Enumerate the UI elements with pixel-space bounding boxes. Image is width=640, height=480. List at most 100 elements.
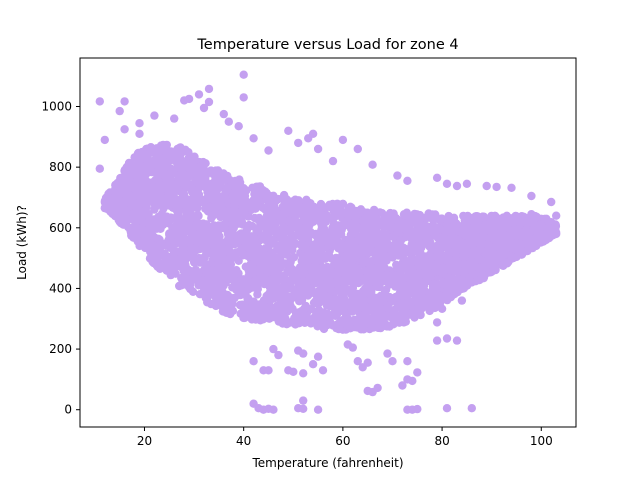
scatter-point [282,237,291,246]
scatter-point [115,106,124,116]
scatter-point [438,279,447,289]
scatter-point [182,176,191,186]
scatter-point [552,229,561,239]
scatter-point [278,216,287,225]
scatter-point [265,295,274,304]
scatter-point [451,234,460,244]
scatter-point [396,235,405,245]
scatter-point [202,220,211,229]
scatter-point [239,70,248,79]
scatter-point [493,240,502,249]
scatter-point [379,215,388,224]
scatter-point [294,346,303,355]
scatter-point [224,233,233,242]
scatter-point [362,213,372,223]
scatter-point [432,336,442,345]
y-tick-label: 0 [64,403,72,417]
scatter-point [135,129,144,138]
x-axis-ticks: 20 40 60 80 100 [137,427,553,448]
scatter-point [150,147,159,156]
scatter-point [135,216,144,225]
scatter-point [154,234,163,243]
scatter-point [232,285,241,295]
scatter-point [329,221,338,230]
scatter-point [492,182,501,192]
scatter-point [442,404,452,413]
scatter-point [184,266,194,275]
y-axis-label: Load (kWh)? [15,205,29,280]
scatter-point [169,183,178,193]
scatter-point [206,299,216,309]
y-tick-label: 400 [49,281,72,295]
scatter-point [448,215,457,224]
scatter-point [413,404,422,414]
scatter-point [368,160,377,169]
scatter-point [259,366,268,375]
scatter-point [300,203,310,212]
scatter-point [120,97,129,106]
scatter-point [299,282,308,292]
scatter-point [398,247,407,257]
scatter-point [356,205,366,214]
scatter-point [390,305,399,314]
scatter-point [440,241,449,251]
scatter-point [239,275,248,284]
scatter-point [338,199,348,209]
scatter-point [404,248,413,257]
scatter-point [323,262,332,272]
scatter-point [171,269,180,278]
scatter-point [277,248,286,257]
scatter-point [223,255,232,264]
scatter-point [101,195,111,204]
scatter-point [170,114,179,123]
scatter-point [403,176,412,185]
scatter-point [250,304,259,313]
scatter-point [365,289,374,298]
scatter-point [131,162,140,171]
scatter-point [211,209,221,218]
scatter-point [362,228,372,237]
scatter-point [547,197,556,207]
scatter-point [392,260,401,269]
scatter-point [256,247,266,256]
scatter-point [130,200,140,209]
scatter-point [369,205,379,215]
y-axis-ticks: 0 200 400 600 800 1000 [41,100,80,417]
scatter-point [356,232,365,242]
scatter-point [311,258,321,267]
scatter-point [239,250,248,259]
scatter-point [358,316,368,325]
scatter-point [388,357,397,366]
scatter-point [401,210,410,220]
scatter-point [278,202,287,211]
scatter-point [351,221,361,230]
scatter-point [461,231,471,240]
scatter-point [435,224,445,234]
scatter-point [262,225,271,234]
scatter-point [375,230,384,239]
scatter-point [270,269,279,279]
scatter-point [167,262,176,271]
scatter-point [306,305,316,314]
scatter-point [267,248,276,258]
scatter-point [467,278,476,287]
scatter-point [169,248,179,258]
scatter-point [294,308,303,317]
scatter-point [303,227,312,236]
scatter-point [378,298,387,307]
scatter-point [133,173,143,182]
scatter-point [141,169,150,178]
scatter-point [437,214,446,223]
scatter-point [142,198,152,207]
scatter-point [498,261,507,270]
scatter-point [219,109,228,119]
scatter-point [359,256,368,265]
scatter-point [352,263,361,273]
scatter-point [270,311,280,320]
scatter-point [111,180,120,190]
scatter-point [402,226,411,235]
scatter-point [343,340,352,349]
scatter-point [414,287,423,296]
scatter-point [406,255,415,265]
